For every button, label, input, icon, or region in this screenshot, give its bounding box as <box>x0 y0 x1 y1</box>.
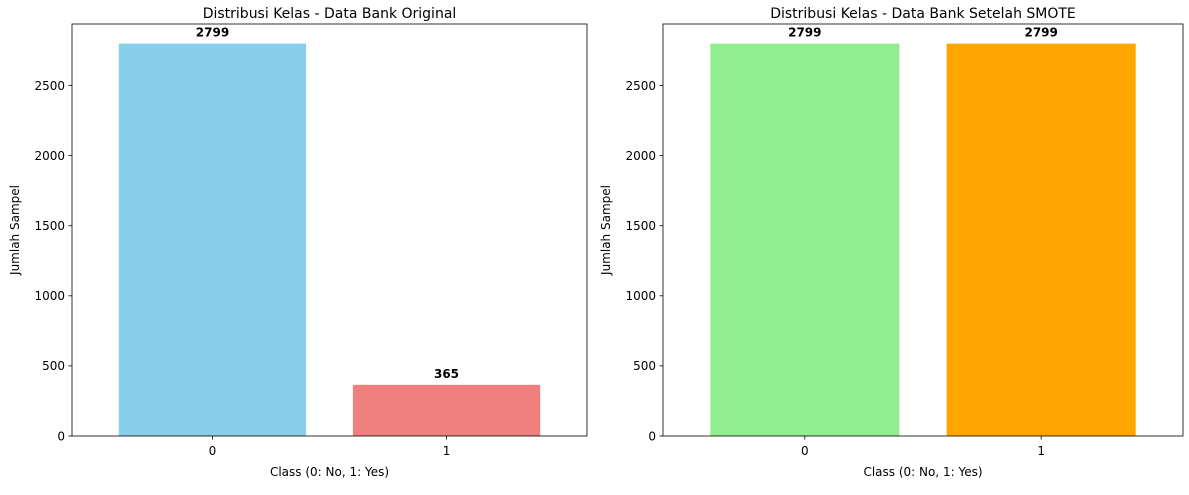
data-label-1-0: 2799 <box>788 26 821 40</box>
data-label-0-0: 2799 <box>196 26 229 40</box>
bar-1-0 <box>710 43 900 436</box>
x-tick-label-1-0: 0 <box>801 444 809 458</box>
y-axis-label-0: Jumlah Sampel <box>8 185 22 276</box>
y-tick-label-0-1: 500 <box>42 359 65 373</box>
bar-1-1 <box>946 43 1136 436</box>
y-tick-label-1-4: 2000 <box>625 149 656 163</box>
y-axis-label-1: Jumlah Sampel <box>599 185 613 276</box>
y-tick-label-0-0: 0 <box>57 429 65 443</box>
x-tick-label-0-0: 0 <box>209 444 217 458</box>
plot-frame-0 <box>71 23 588 437</box>
chart-title-0: Distribusi Kelas - Data Bank Original <box>203 6 457 22</box>
x-axis-label-0: Class (0: No, 1: Yes) <box>270 465 389 479</box>
x-tick-label-1-1: 1 <box>1037 444 1045 458</box>
y-tick-label-0-5: 2500 <box>34 79 65 93</box>
bar-0-1 <box>352 384 541 436</box>
data-label-1-1: 2799 <box>1024 26 1057 40</box>
x-tick-label-0-1: 1 <box>443 444 451 458</box>
bar-0-0 <box>118 43 307 436</box>
y-tick-label-0-4: 2000 <box>34 149 65 163</box>
y-tick-label-1-0: 0 <box>648 429 656 443</box>
y-tick-label-0-3: 1500 <box>34 219 65 233</box>
y-tick-label-1-2: 1000 <box>625 289 656 303</box>
x-axis-label-1: Class (0: No, 1: Yes) <box>863 465 982 479</box>
y-tick-label-1-3: 1500 <box>625 219 656 233</box>
chart-title-1: Distribusi Kelas - Data Bank Setelah SMO… <box>770 6 1076 22</box>
data-label-0-1: 365 <box>434 367 459 381</box>
plot-frame-1 <box>662 23 1184 437</box>
y-tick-label-1-1: 500 <box>633 359 656 373</box>
y-tick-label-1-5: 2500 <box>625 79 656 93</box>
y-tick-label-0-2: 1000 <box>34 289 65 303</box>
